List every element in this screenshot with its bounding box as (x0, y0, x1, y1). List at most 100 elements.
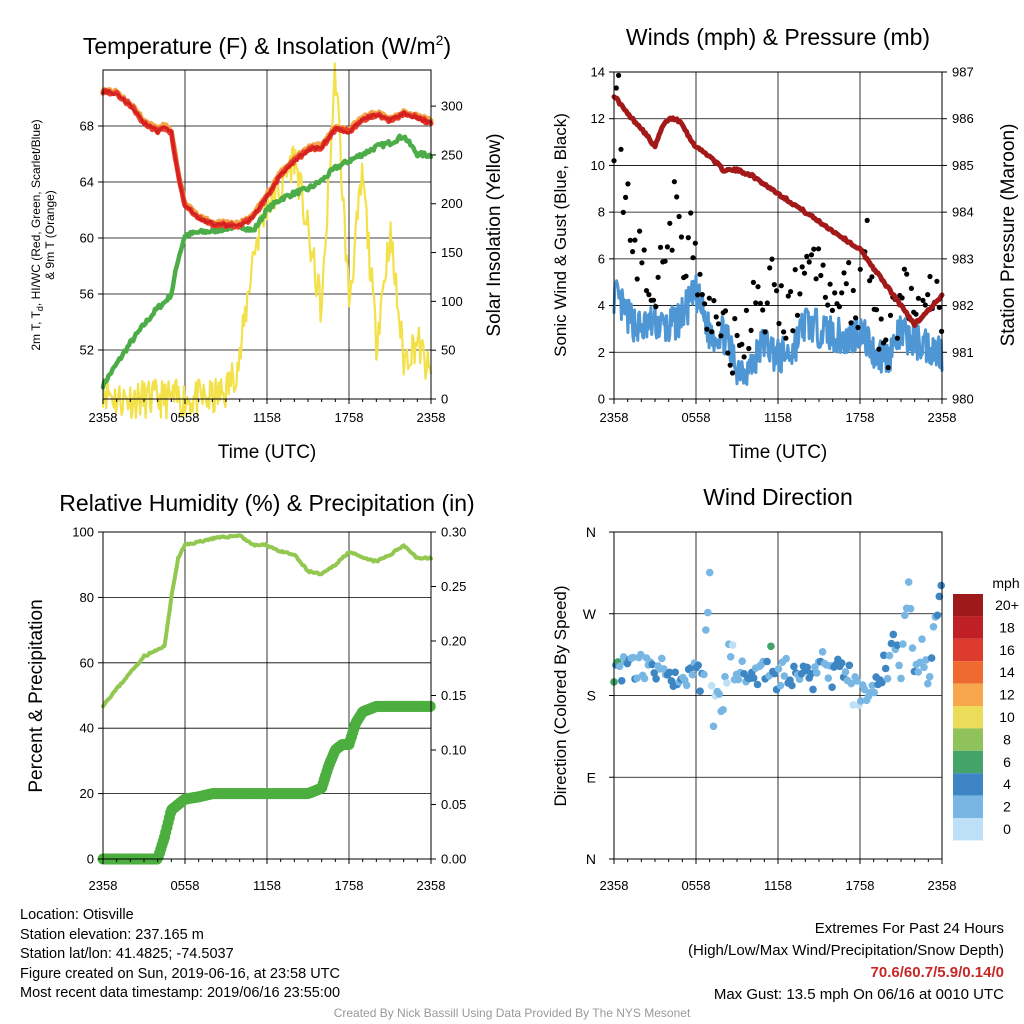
gust-point (776, 320, 782, 327)
gust-point (792, 267, 798, 273)
station-location: Location: Otisville (20, 907, 134, 923)
direction-point (665, 668, 674, 677)
direction-point (893, 641, 901, 649)
y-tick-label: 0.15 (441, 688, 466, 703)
direction-point (749, 674, 758, 682)
gust-point (641, 247, 647, 253)
direction-point (694, 661, 702, 670)
direction-point (925, 673, 934, 681)
direction-point (920, 663, 928, 672)
direction-point (807, 669, 815, 678)
gust-point (857, 266, 863, 272)
y-tick-label: 981 (952, 345, 974, 360)
gust-point (620, 209, 626, 215)
direction-point (908, 644, 917, 652)
temperature-panel: Temperature (F) & Insolation (W/m2) 2358… (29, 32, 505, 463)
direction-point (704, 608, 712, 617)
y-tick-label: N (586, 851, 596, 867)
x-tick-label: 1758 (335, 410, 364, 425)
gust-point (920, 297, 926, 303)
gust-point (925, 292, 931, 298)
direction-point (617, 677, 626, 685)
gust-point (878, 316, 884, 322)
gust-point (662, 258, 668, 264)
direction-point (702, 626, 710, 634)
y-tick-label: 0.25 (441, 579, 466, 594)
temperature-xlabel: Time (UTC) (218, 442, 317, 463)
extremes-subtitle: (High/Low/Max Wind/Precipitation/Snow De… (688, 942, 1004, 959)
gust-point (804, 253, 810, 259)
direction-point (901, 611, 909, 620)
gust-point (785, 293, 791, 299)
gust-point (934, 278, 940, 284)
dewpoint-line (100, 133, 434, 390)
y-tick-label: 60 (80, 655, 94, 670)
gust-point (894, 335, 901, 341)
credit-line: Created By Nick Bassill Using Data Provi… (333, 1006, 691, 1020)
gust-point (690, 255, 696, 261)
direction-point (809, 685, 817, 694)
gust-point (790, 328, 796, 334)
gust-point (695, 292, 701, 298)
gust-point (813, 276, 819, 282)
direction-point (837, 659, 846, 667)
direction-point (782, 654, 790, 663)
gust-point (764, 300, 770, 306)
colorbar-swatch (953, 683, 983, 706)
y-tick-label: 14 (591, 65, 605, 80)
gust-point (757, 300, 764, 306)
gust-point (627, 237, 633, 243)
direction-point (803, 663, 811, 672)
gust-point (887, 312, 894, 318)
x-tick-label: 1758 (335, 878, 364, 893)
direction-point (763, 657, 771, 666)
gust-point (702, 301, 708, 307)
gust-point (725, 350, 731, 356)
x-tick-label: 1158 (764, 878, 792, 893)
direction-point (629, 653, 637, 662)
winds-panel: Winds (mph) & Pressure (mb) 2358 0558 1158… (551, 24, 1019, 463)
extremes-values: 70.6/60.7/5.9/0.14/0 (870, 964, 1004, 981)
y-tick-label: 250 (441, 147, 463, 162)
gust-point (788, 289, 794, 295)
gust-point (908, 285, 915, 291)
x-tick-label: 1158 (253, 410, 281, 425)
gust-point (825, 302, 831, 308)
direction-title: Wind Direction (703, 484, 853, 510)
y-tick-label: 0.10 (441, 743, 466, 758)
y-tick-label: 6 (598, 251, 605, 266)
gust-point (657, 244, 664, 250)
x-tick-label: 2358 (600, 410, 629, 425)
gust-point (913, 311, 919, 317)
gust-point (729, 370, 736, 376)
x-tick-label: 2358 (89, 878, 118, 893)
colorbar-label: 16 (999, 642, 1015, 658)
direction-point (721, 672, 729, 681)
gust-point (901, 266, 908, 272)
gust-point (869, 274, 875, 280)
direction-point (640, 674, 649, 683)
gust-point (769, 256, 775, 262)
gust-point (655, 274, 661, 280)
y-tick-label: 982 (952, 298, 974, 313)
direction-point (648, 660, 657, 669)
gust-point (634, 276, 640, 282)
gust-point (818, 272, 824, 279)
gust-point (848, 320, 854, 326)
direction-point (853, 677, 861, 685)
direction-point (671, 668, 679, 677)
direction-point (895, 661, 903, 670)
winds-ylabel-right: Station Pressure (Maroon) (998, 124, 1019, 347)
direction-point (738, 657, 746, 665)
colorbar-title: mph (992, 575, 1019, 591)
direction-point (818, 648, 827, 656)
y-tick-label: 150 (441, 245, 463, 260)
x-tick-label: 1758 (846, 410, 875, 425)
y-tick-label: 0.00 (441, 852, 466, 867)
gust-point (678, 234, 685, 240)
figure-created: Figure created on Sun, 2019-06-16, at 23… (20, 965, 340, 982)
direction-point (652, 675, 660, 683)
gust-point (843, 281, 849, 287)
gust-point (646, 292, 652, 298)
gust-point (853, 315, 859, 321)
